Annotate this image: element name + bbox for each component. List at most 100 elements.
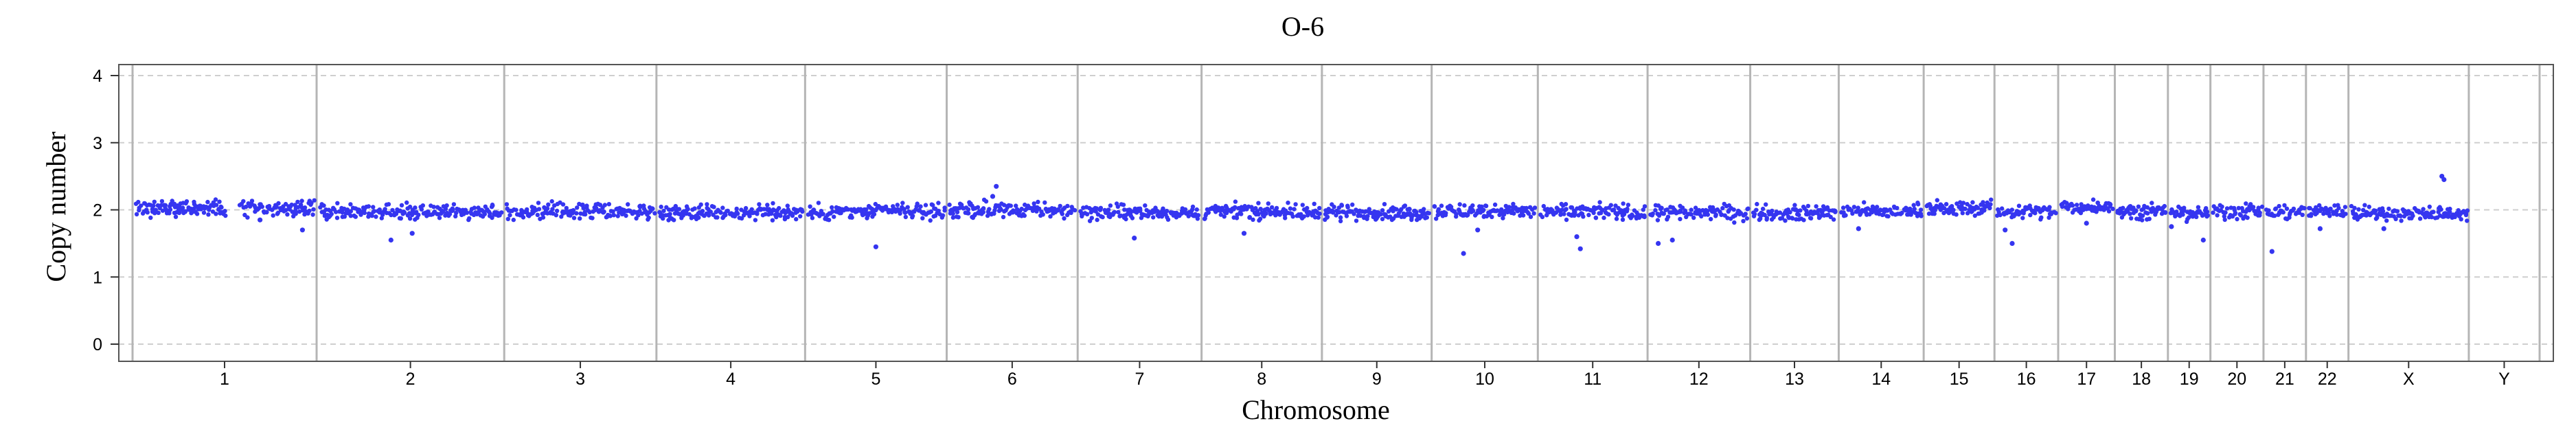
- data-point-chr-20: [2238, 213, 2244, 218]
- data-point-chr-4: [708, 210, 714, 214]
- data-point-chr-4: [734, 206, 739, 212]
- data-point-chr-18: [2121, 205, 2125, 210]
- data-point-chr-1: [153, 207, 158, 212]
- data-point-chr-11: [1621, 201, 1626, 206]
- data-point-chr-20: [2236, 205, 2241, 211]
- data-point-chr-14: [1862, 200, 1867, 205]
- data-point-chr-2: [374, 214, 378, 219]
- data-point-chr-12: [1659, 205, 1664, 210]
- data-point-chr-9: [1382, 202, 1387, 207]
- data-point-chr-16: [2047, 215, 2051, 220]
- data-point-chr-20: [2233, 212, 2237, 216]
- data-point-chr-4: [659, 204, 663, 210]
- data-point-chr-11: [1625, 206, 1630, 212]
- data-point-chr-8: [1300, 203, 1306, 207]
- outlier-point-chr-16: [2003, 227, 2008, 233]
- data-point-chr-2: [399, 203, 404, 207]
- data-point-chr-1: [148, 215, 153, 220]
- data-point-chr-3: [580, 202, 585, 207]
- data-point-chr-2: [416, 212, 421, 217]
- data-point-chr-3: [540, 215, 546, 220]
- data-point-chr-2: [404, 200, 409, 205]
- data-point-chr-17: [2064, 201, 2069, 205]
- data-point-chr-20: [2256, 205, 2261, 210]
- data-point-chr-6: [985, 213, 990, 218]
- data-point-chr-4: [771, 201, 775, 206]
- data-point-chr-15: [1961, 201, 1966, 205]
- data-point-chr-2: [467, 216, 472, 221]
- data-point-chr-5: [830, 209, 835, 214]
- data-point-chr-8: [1292, 207, 1297, 212]
- data-point-chr-4: [798, 214, 803, 219]
- data-point-chr-10: [1443, 212, 1448, 218]
- data-point-chr-6: [1019, 206, 1024, 212]
- data-point-chr-7: [1116, 210, 1121, 214]
- data-point-chr-1: [183, 209, 187, 214]
- data-point-chr-22: [2331, 212, 2336, 216]
- data-point-chr-1: [218, 204, 223, 210]
- data-point-chr-1: [271, 213, 275, 218]
- data-point-chr-1: [151, 203, 156, 208]
- data-point-chr-5: [928, 218, 933, 223]
- data-point-chr-13: [1788, 210, 1792, 215]
- data-point-chr-19: [2186, 215, 2191, 220]
- data-point-chr-2: [390, 207, 395, 213]
- data-point-chr-12: [1705, 212, 1710, 217]
- x-tick-label-chr-Y: Y: [2498, 370, 2510, 389]
- data-point-chr-18: [2128, 212, 2132, 216]
- data-point-chr-22: [2336, 205, 2341, 211]
- data-point-chr-15: [1970, 200, 1975, 205]
- data-point-chr-X: [2356, 207, 2361, 212]
- data-point-chr-2: [451, 202, 457, 207]
- data-point-chr-4: [739, 216, 744, 221]
- data-point-chr-20: [2211, 210, 2215, 215]
- outlier-point-chr-12: [1656, 240, 1661, 246]
- x-tick-label-chr-2: 2: [406, 370, 415, 389]
- data-point-chr-9: [1402, 203, 1408, 208]
- data-point-chr-X: [2386, 206, 2391, 212]
- data-point-chr-4: [786, 214, 790, 220]
- data-point-chr-7: [1151, 215, 1156, 220]
- data-point-chr-7: [1143, 203, 1148, 208]
- data-point-chr-19: [2194, 214, 2199, 219]
- data-point-chr-22: [2334, 212, 2339, 217]
- data-point-chr-2: [472, 205, 477, 210]
- data-point-chr-9: [1365, 214, 1370, 218]
- data-point-chr-5: [809, 212, 814, 217]
- outlier-point-chr-6: [994, 183, 999, 189]
- gridlines: [119, 75, 2553, 345]
- data-point-chr-4: [723, 212, 728, 218]
- data-point-chr-X: [2465, 218, 2470, 223]
- data-point-chr-4: [765, 203, 770, 207]
- data-point-chr-1: [156, 210, 161, 215]
- data-point-chr-1: [275, 210, 280, 216]
- data-point-chr-22: [2332, 203, 2337, 208]
- data-point-chr-X: [2459, 217, 2463, 222]
- data-point-chr-6: [1022, 213, 1027, 218]
- data-point-chr-X: [2361, 207, 2366, 212]
- outlier-point-chr-11: [1574, 234, 1580, 240]
- data-point-chr-14: [1851, 205, 1857, 210]
- data-point-chr-21: [2266, 208, 2271, 213]
- data-point-chr-17: [2078, 210, 2084, 216]
- data-point-chr-4: [685, 207, 690, 212]
- data-point-chr-17: [2106, 209, 2112, 214]
- data-point-chr-3: [615, 214, 620, 218]
- data-point-chr-15: [1982, 208, 1987, 213]
- outlier-point-chr-1: [299, 227, 305, 233]
- data-point-chr-15: [1944, 202, 1949, 207]
- data-point-chr-12: [1691, 215, 1696, 220]
- data-point-chr-9: [1325, 214, 1330, 219]
- data-point-chr-4: [700, 209, 705, 214]
- data-point-chr-9: [1350, 202, 1355, 207]
- data-point-chr-13: [1833, 209, 1838, 214]
- data-point-chr-19: [2196, 205, 2201, 210]
- data-point-chr-12: [1743, 212, 1748, 216]
- data-points: [133, 174, 2470, 256]
- data-point-chr-5: [821, 212, 825, 216]
- data-point-chr-10: [1457, 202, 1462, 207]
- x-tick-label-chr-10: 10: [1475, 370, 1494, 389]
- data-point-chr-8: [1256, 212, 1261, 217]
- data-point-chr-4: [747, 214, 752, 218]
- data-point-chr-5: [864, 207, 869, 212]
